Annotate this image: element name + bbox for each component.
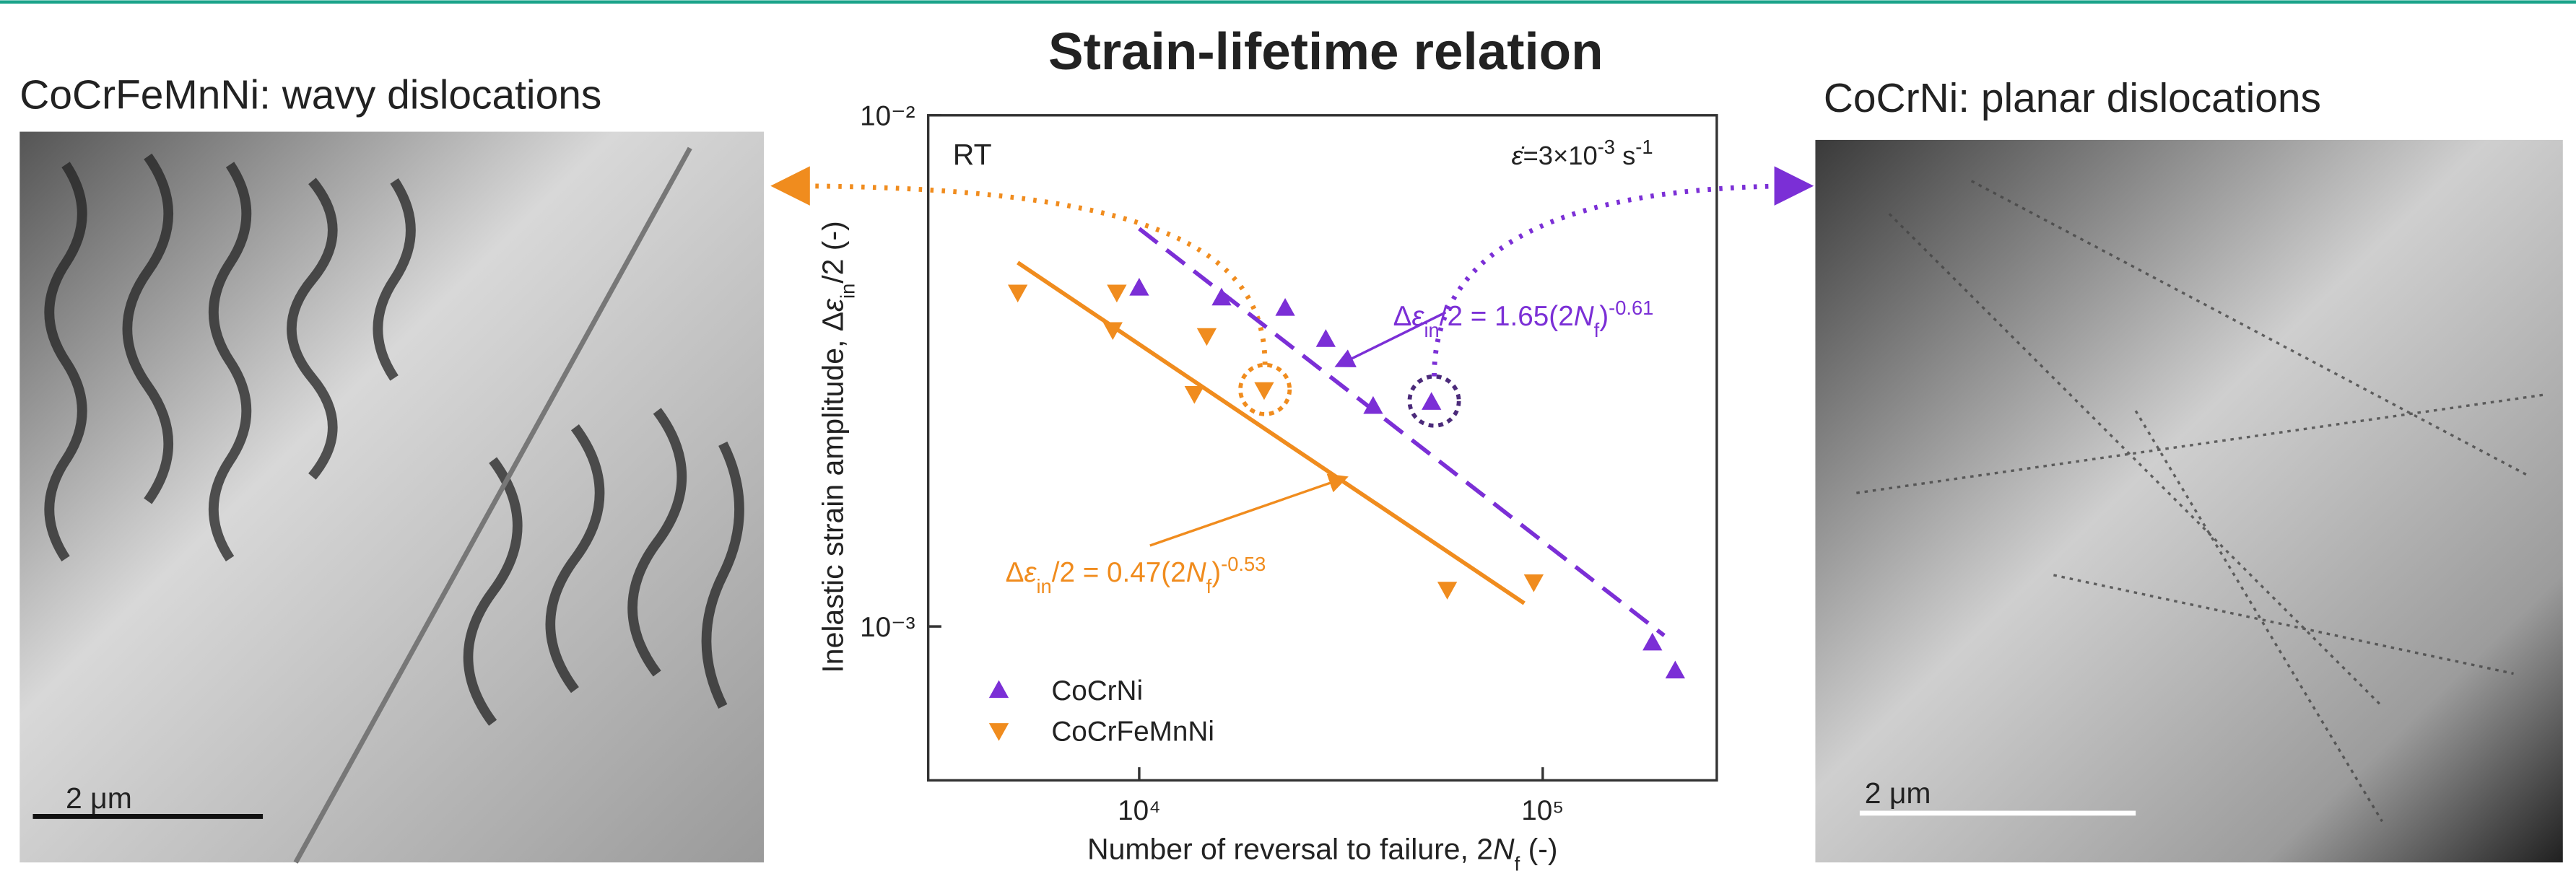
strain-rate: ε̇=3×10-3 s-1 <box>1511 136 1653 171</box>
data-point <box>1437 582 1458 600</box>
y-tick-label: 10⁻³ <box>860 612 915 643</box>
data-point <box>1102 322 1123 341</box>
fit-line <box>1138 227 1666 637</box>
plot-frame <box>926 114 1718 782</box>
data-point <box>1422 392 1442 410</box>
x-axis-label: Number of reversal to failure, 2Nf (-) <box>1087 833 1557 871</box>
y-axis-label: Inelastic strain amplitude, Δεin/2 (-) <box>816 221 858 673</box>
data-point <box>1254 382 1274 401</box>
fit-equation: Δεin/2 = 1.65(2Nf)-0.61 <box>1393 297 1654 341</box>
data-point <box>1211 287 1232 306</box>
data-point <box>1363 395 1383 414</box>
scale-bar-label: 2 μm <box>1865 776 1931 810</box>
legend-marker <box>988 723 1009 741</box>
x-tick-label: 10⁵ <box>1521 795 1564 826</box>
right-micrograph: 2 μm <box>1815 139 2563 863</box>
data-point <box>1315 329 1336 347</box>
left-micrograph: 2 μm <box>19 131 765 864</box>
data-point <box>1107 284 1127 303</box>
condition: RT <box>953 138 992 171</box>
data-point <box>1523 574 1544 592</box>
x-tick-label: 10⁴ <box>1118 795 1161 826</box>
data-point <box>1642 632 1663 651</box>
data-point <box>1008 284 1028 303</box>
legend-label: CoCrNi <box>1051 675 1143 706</box>
data-point <box>1129 278 1149 296</box>
y-tick-label: 10⁻² <box>860 100 915 131</box>
top-stripe <box>0 0 2576 4</box>
data-point <box>1184 386 1204 404</box>
panel-title: CoCrNi: planar dislocations <box>1824 76 2321 121</box>
data-point <box>1196 328 1217 346</box>
scale-bar-label: 2 μm <box>66 782 132 815</box>
legend-marker <box>988 680 1009 699</box>
fit-line <box>1017 261 1526 605</box>
panel-title: CoCrFeMnNi: wavy dislocations <box>19 73 601 118</box>
annotations <box>770 166 1814 547</box>
data-point <box>1665 660 1686 679</box>
legend-label: CoCrFeMnNi <box>1051 717 1214 748</box>
fit-equation: Δεin/2 = 0.47(2Nf)-0.53 <box>1006 553 1266 598</box>
chart-title: Strain-lifetime relation <box>1048 22 1604 81</box>
data-point <box>1275 297 1295 316</box>
